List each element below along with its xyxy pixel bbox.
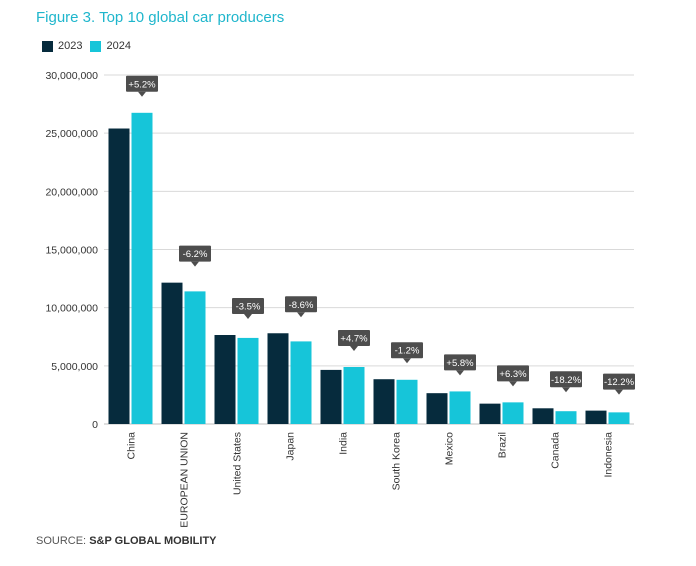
- change-label: +5.2%: [128, 79, 156, 90]
- bar-2024: [502, 402, 524, 424]
- bar-2023: [532, 408, 554, 424]
- bar-2023: [320, 369, 342, 424]
- change-label: -3.5%: [236, 302, 261, 313]
- change-callout: [179, 245, 211, 262]
- change-label: -1.2%: [395, 346, 420, 357]
- callout-pointer: [509, 381, 517, 387]
- callout-pointer: [297, 312, 305, 318]
- bar-2024: [237, 337, 259, 424]
- bar-2023: [426, 393, 448, 424]
- bar-2023: [214, 335, 236, 424]
- y-tick-label: 0: [92, 419, 98, 431]
- callout-pointer: [191, 261, 199, 267]
- change-label: +5.8%: [446, 358, 474, 369]
- bar-2024: [396, 379, 418, 424]
- bar-2023: [267, 333, 289, 424]
- x-tick-label: India: [338, 432, 350, 455]
- y-tick-label: 20,000,000: [45, 186, 98, 198]
- legend-item-2023: 2023: [42, 40, 82, 52]
- bar-2023: [373, 379, 395, 424]
- callout-pointer: [350, 345, 358, 351]
- x-tick-label: China: [126, 432, 138, 460]
- change-label: -18.2%: [551, 375, 582, 386]
- bar-2024: [131, 112, 153, 424]
- change-callout: [126, 75, 158, 92]
- legend-swatch-2023: [42, 40, 53, 52]
- x-tick-label: Japan: [285, 432, 297, 461]
- bar-2024: [343, 366, 365, 424]
- x-tick-label: EUROPEAN UNION: [179, 432, 191, 528]
- change-label: +4.7%: [340, 333, 368, 344]
- bar-2024: [555, 411, 577, 424]
- change-callout: [550, 371, 582, 388]
- y-tick-label: 10,000,000: [45, 303, 98, 315]
- source-name: S&P GLOBAL MOBILITY: [89, 535, 217, 547]
- legend-label-2024: 2024: [106, 40, 131, 52]
- bar-2024: [449, 391, 471, 424]
- x-tick-label: South Korea: [391, 432, 403, 491]
- chart-title: Figure 3. Top 10 global car producers: [36, 9, 285, 26]
- legend-label-2023: 2023: [58, 40, 83, 52]
- change-label: -6.2%: [183, 249, 208, 260]
- source-note: SOURCE: S&P GLOBAL MOBILITY: [36, 535, 217, 547]
- x-tick-label: Indonesia: [603, 432, 615, 478]
- callout-pointer: [244, 314, 252, 320]
- bar-2023: [585, 410, 607, 424]
- callout-pointer: [456, 370, 464, 376]
- x-tick-label: United States: [232, 432, 244, 495]
- y-tick-label: 5,000,000: [51, 361, 98, 373]
- x-tick-label: Brazil: [497, 432, 509, 458]
- bar-2023: [108, 128, 130, 424]
- bar-2024: [290, 341, 312, 424]
- callout-pointer: [138, 91, 146, 97]
- y-tick-label: 25,000,000: [45, 128, 98, 140]
- bar-2023: [479, 403, 501, 424]
- x-tick-label: Mexico: [444, 432, 456, 465]
- callout-pointer: [615, 389, 623, 395]
- bar-2024: [184, 291, 206, 424]
- x-tick-label: Canada: [550, 432, 562, 469]
- change-label: -12.2%: [604, 377, 635, 388]
- change-callout: [444, 354, 476, 371]
- change-callout: [603, 373, 635, 390]
- legend: 2023 2024: [42, 40, 139, 52]
- change-label: -8.6%: [289, 300, 314, 311]
- callout-pointer: [562, 387, 570, 393]
- change-callout: [391, 342, 423, 359]
- y-tick-label: 15,000,000: [45, 245, 98, 257]
- y-tick-label: 30,000,000: [45, 70, 98, 82]
- change-label: +6.3%: [499, 369, 527, 380]
- legend-item-2024: 2024: [90, 40, 131, 52]
- bar-2023: [161, 282, 183, 424]
- callout-pointer: [403, 358, 411, 364]
- legend-swatch-2024: [90, 40, 102, 52]
- source-label: SOURCE:: [36, 535, 87, 547]
- change-callout: [338, 329, 370, 346]
- bar-2024: [608, 412, 630, 424]
- change-callout: [285, 296, 317, 313]
- change-callout: [497, 365, 529, 382]
- change-callout: [232, 298, 264, 315]
